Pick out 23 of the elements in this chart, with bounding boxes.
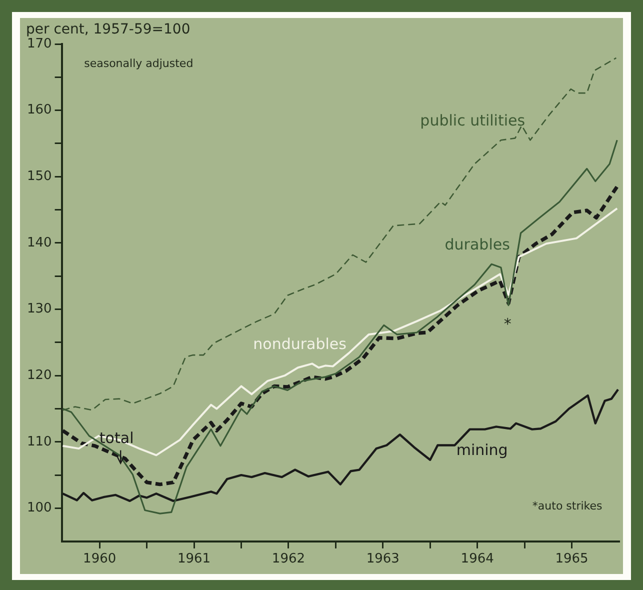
y-tick-label: 140 — [26, 235, 52, 250]
annotation: *auto strikes — [532, 499, 603, 512]
y-tick-label: 170 — [26, 36, 52, 52]
annotation: seasonally adjusted — [84, 56, 194, 70]
x-tick-label: 1960 — [83, 552, 116, 567]
y-axis-title: per cent, 1957-59=100 — [26, 22, 190, 38]
y-tick-label: 120 — [26, 368, 52, 383]
series-label: nondurables — [253, 334, 347, 353]
line-series — [62, 184, 619, 486]
y-tick-label: 160 — [26, 102, 52, 118]
series-label: mining — [456, 441, 508, 460]
x-tick-label: 1965 — [555, 552, 588, 567]
y-tick-label: 150 — [26, 169, 52, 184]
x-tick-label: 1963 — [366, 552, 400, 567]
y-tick-label: 110 — [26, 434, 52, 450]
series-label: durables — [444, 236, 510, 254]
x-tick-label: 1962 — [272, 552, 306, 567]
annotation: * — [504, 314, 512, 333]
x-tick-label: 1961 — [177, 552, 211, 567]
y-tick-label: 130 — [26, 302, 52, 317]
y-tick-label: 100 — [26, 500, 52, 516]
series-label: public utilities — [420, 111, 526, 130]
x-tick-label: 1964 — [460, 552, 494, 567]
